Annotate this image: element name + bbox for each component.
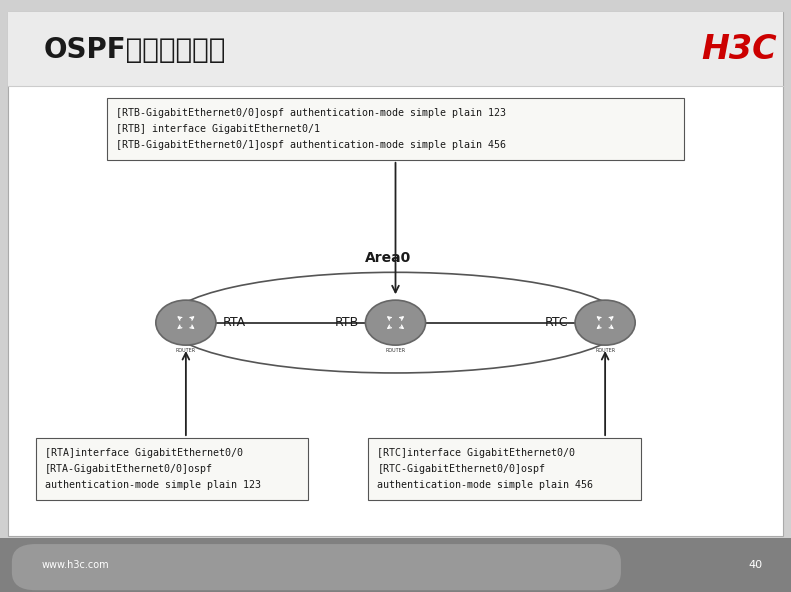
FancyBboxPatch shape	[8, 12, 783, 536]
Text: [RTB-GigabitEthernet0/1]ospf authentication-mode simple plain 456: [RTB-GigabitEthernet0/1]ospf authenticat…	[116, 140, 506, 150]
FancyBboxPatch shape	[12, 544, 621, 590]
Text: [RTC-GigabitEthernet0/0]ospf: [RTC-GigabitEthernet0/0]ospf	[377, 464, 545, 474]
Text: RTB: RTB	[335, 316, 359, 329]
Text: ROUTER: ROUTER	[595, 348, 615, 353]
Text: RTA: RTA	[222, 316, 245, 329]
Text: authentication-mode simple plain 456: authentication-mode simple plain 456	[377, 480, 593, 490]
Circle shape	[575, 300, 635, 345]
FancyBboxPatch shape	[8, 12, 783, 86]
FancyBboxPatch shape	[0, 538, 791, 592]
Text: [RTB] interface GigabitEthernet0/1: [RTB] interface GigabitEthernet0/1	[116, 124, 320, 134]
FancyBboxPatch shape	[368, 438, 641, 500]
FancyBboxPatch shape	[36, 438, 308, 500]
Text: RTC: RTC	[545, 316, 569, 329]
FancyBboxPatch shape	[107, 98, 684, 160]
Text: www.h3c.com: www.h3c.com	[41, 560, 109, 570]
Text: [RTA]interface GigabitEthernet0/0: [RTA]interface GigabitEthernet0/0	[45, 448, 243, 458]
Text: ROUTER: ROUTER	[176, 348, 196, 353]
Text: ROUTER: ROUTER	[385, 348, 406, 353]
Text: [RTA-GigabitEthernet0/0]ospf: [RTA-GigabitEthernet0/0]ospf	[45, 464, 213, 474]
Text: OSPF验证配置示例: OSPF验证配置示例	[44, 36, 226, 64]
Text: [RTB-GigabitEthernet0/0]ospf authentication-mode simple plain 123: [RTB-GigabitEthernet0/0]ospf authenticat…	[116, 108, 506, 118]
Circle shape	[156, 300, 216, 345]
Text: [RTC]interface GigabitEthernet0/0: [RTC]interface GigabitEthernet0/0	[377, 448, 575, 458]
Text: H3C: H3C	[702, 33, 778, 66]
Circle shape	[365, 300, 426, 345]
Text: 40: 40	[748, 560, 763, 570]
Text: Area0: Area0	[365, 250, 411, 265]
Text: authentication-mode simple plain 123: authentication-mode simple plain 123	[45, 480, 261, 490]
